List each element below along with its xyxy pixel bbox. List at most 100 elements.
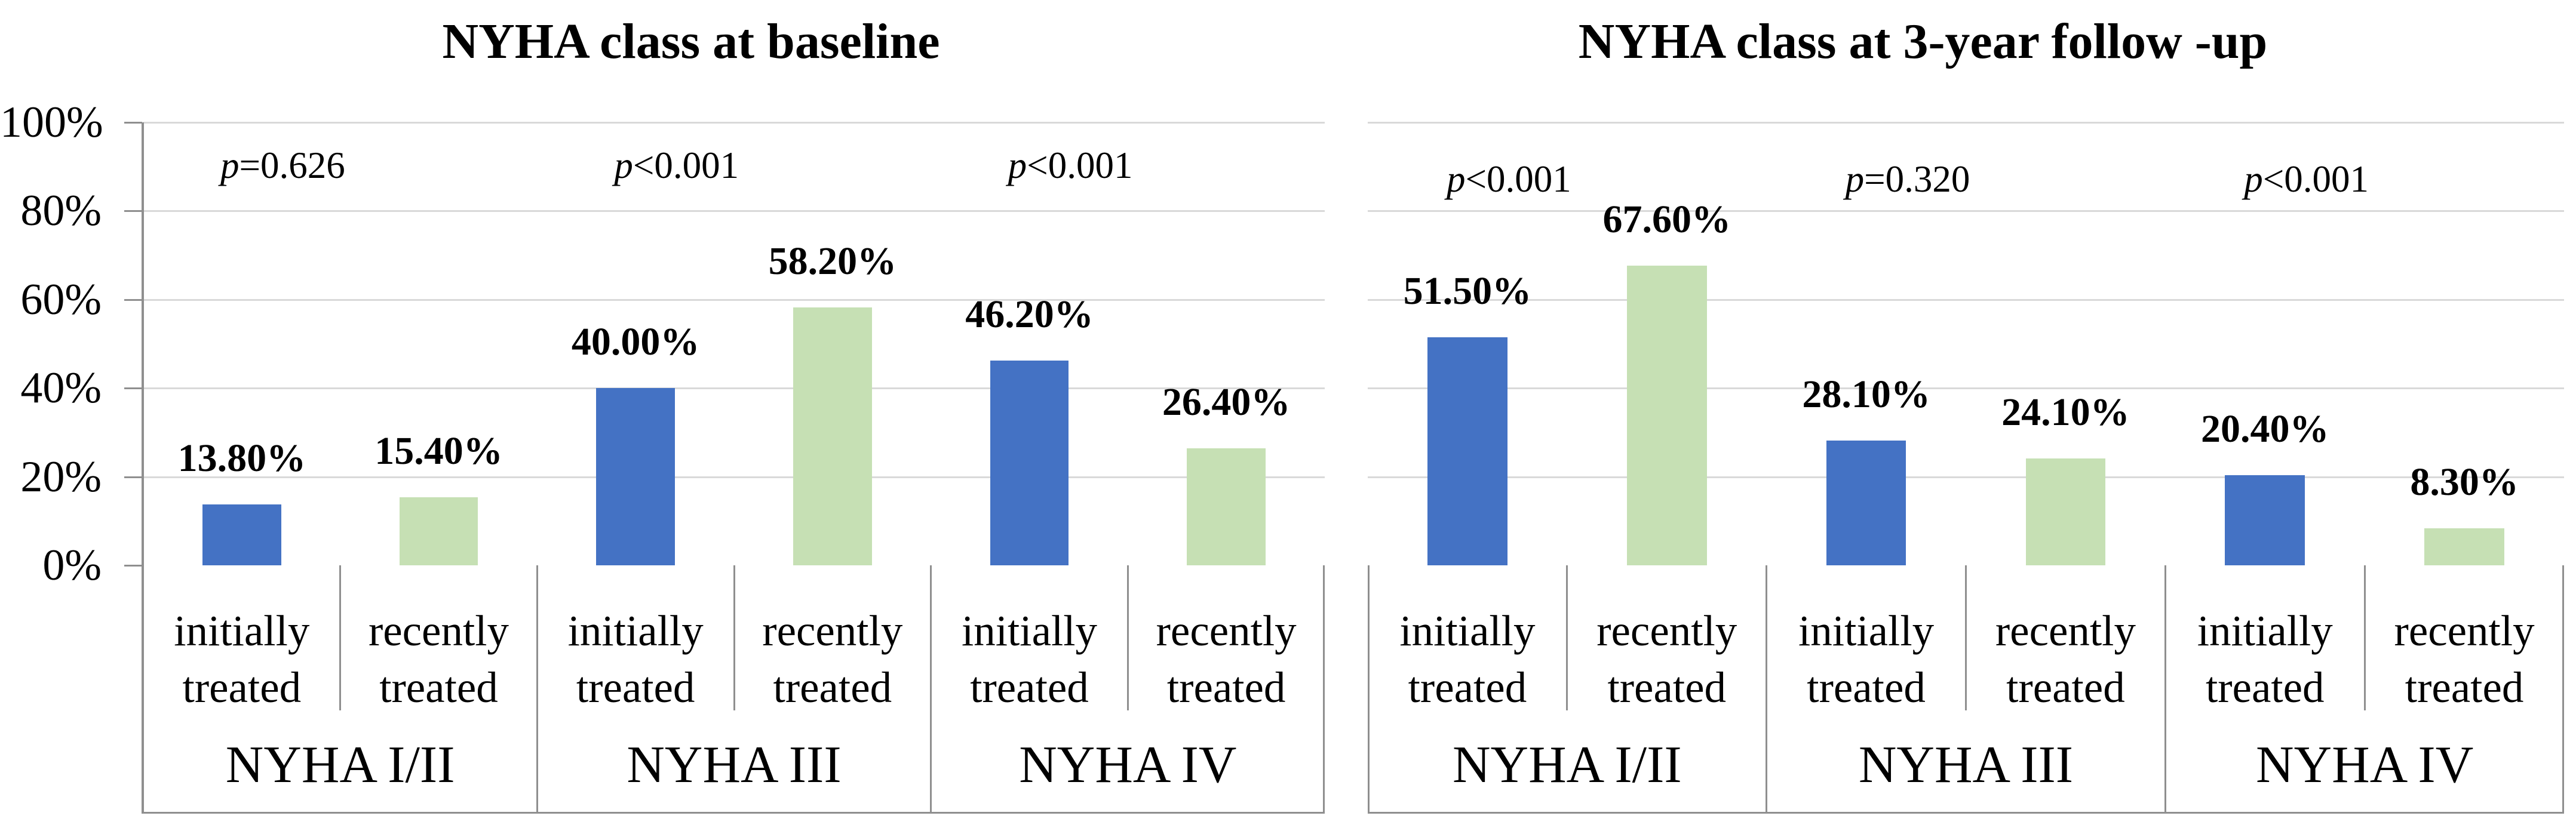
category-bottom-line <box>1368 812 2564 814</box>
subcategory-label: initially treated <box>931 565 1128 712</box>
gridline <box>143 210 1325 213</box>
gridline <box>1368 210 2564 213</box>
gridline <box>1368 298 2564 301</box>
value-label: 51.50% <box>1403 269 1532 313</box>
p-value-label: p=0.320 <box>1846 161 1970 198</box>
subcategory-label: initially treated <box>1368 565 1567 712</box>
p-value-label: p=0.626 <box>220 147 345 184</box>
bar-initially-treated <box>202 504 281 565</box>
p-value-text: <0.001 <box>1465 158 1571 200</box>
p-value-text: <0.001 <box>633 144 739 186</box>
group-separator <box>2164 565 2166 814</box>
p-symbol: p <box>1008 144 1027 186</box>
subcategory-label-line: recently <box>1156 607 1297 655</box>
p-value-text: =0.320 <box>1864 158 1970 200</box>
subcategory-label-line: treated <box>1807 663 1926 712</box>
category-right-edge <box>2562 565 2564 814</box>
value-label: 24.10% <box>2001 390 2130 435</box>
subcategory-label-line: treated <box>1607 663 1727 712</box>
category-bottom-line <box>143 812 1325 814</box>
value-label: 28.10% <box>1802 373 1930 417</box>
subcategory-separator <box>1965 565 1967 710</box>
value-label: 58.20% <box>768 239 897 284</box>
bar-initially-treated <box>1826 441 1906 565</box>
y-axis-tick <box>124 565 142 567</box>
bar-recently-treated <box>1626 266 1707 565</box>
subcategory-separator <box>2363 565 2366 710</box>
subcategory-label-line: treated <box>379 663 498 712</box>
group-label: NYHA III <box>627 736 842 794</box>
value-label: 67.60% <box>1602 198 1731 242</box>
category-left-edge <box>1368 565 1370 814</box>
subcategory-label-line: recently <box>1995 607 2136 655</box>
group-label: NYHA I/II <box>1452 736 1682 794</box>
subcategory-label: recently treated <box>734 565 931 712</box>
subcategory-label: initially treated <box>1767 565 1966 712</box>
value-label: 15.40% <box>374 429 503 473</box>
bar-initially-treated <box>990 361 1069 565</box>
chart-title: NYHA class at 3-year follow -up <box>1578 14 2268 69</box>
subcategory-separator <box>1566 565 1568 710</box>
y-axis-label: 0% <box>42 541 102 590</box>
gridline <box>1368 476 2564 478</box>
subcategory-label-line: treated <box>2205 663 2325 712</box>
subcategory-label: recently treated <box>340 565 538 712</box>
y-axis-label: 80% <box>20 186 102 236</box>
subcategory-separator <box>1126 565 1129 710</box>
subcategory-label-line: treated <box>773 663 892 712</box>
gridline <box>1368 387 2564 390</box>
group-label: NYHA III <box>1858 736 2074 794</box>
p-value-label: p<0.001 <box>1008 147 1133 184</box>
subcategory-label-line: initially <box>961 607 1098 655</box>
subcategory-label-line: treated <box>970 663 1089 712</box>
value-label: 20.40% <box>2201 407 2329 451</box>
subcategory-label-line: initially <box>1399 607 1536 655</box>
p-symbol: p <box>2244 158 2263 200</box>
value-label: 46.20% <box>965 293 1094 337</box>
subcategory-label-line: recently <box>1596 607 1737 655</box>
subcategory-label-line: recently <box>2394 607 2535 655</box>
subcategory-label: recently treated <box>2365 565 2564 712</box>
p-value-label: p<0.001 <box>1447 161 1571 198</box>
subcategory-label-line: initially <box>1798 607 1935 655</box>
value-label: 8.30% <box>2410 460 2519 504</box>
subcategory-label-line: initially <box>2197 607 2333 655</box>
subcategory-label-line: initially <box>567 607 704 655</box>
group-separator <box>1766 565 1768 814</box>
y-axis-label: 20% <box>20 452 102 501</box>
subcategory-label: initially treated <box>537 565 734 712</box>
p-symbol: p <box>614 144 633 186</box>
p-symbol: p <box>1845 158 1865 200</box>
subcategory-label-line: initially <box>174 607 310 655</box>
p-value-text: <0.001 <box>1027 144 1133 186</box>
y-axis-tick <box>124 476 142 478</box>
subcategory-label-line: recently <box>762 607 903 655</box>
subcategory-label-line: treated <box>182 663 302 712</box>
category-right-edge <box>1323 565 1325 814</box>
bar-initially-treated <box>2225 475 2305 565</box>
subcategory-label-line: recently <box>368 607 509 655</box>
group-label: NYHA IV <box>1019 736 1237 794</box>
subcategory-separator <box>339 565 342 710</box>
group-separator <box>536 565 538 814</box>
y-axis-tick <box>124 122 142 124</box>
y-axis-label: 40% <box>20 364 102 413</box>
p-symbol: p <box>1446 158 1466 200</box>
bar-recently-treated <box>793 307 872 565</box>
p-symbol: p <box>220 144 240 186</box>
subcategory-label-line: treated <box>1408 663 1527 712</box>
subcategory-label: recently treated <box>1128 565 1325 712</box>
group-separator <box>930 565 932 814</box>
gridline <box>143 298 1325 301</box>
subcategory-label-line: treated <box>2405 663 2524 712</box>
bar-recently-treated <box>2025 458 2106 565</box>
gridline <box>143 476 1325 478</box>
p-value-label: p<0.001 <box>614 147 739 184</box>
p-value-text: <0.001 <box>2262 158 2369 200</box>
bar-recently-treated <box>399 497 478 565</box>
y-axis-tick <box>124 387 142 390</box>
y-axis-label: 100% <box>0 98 103 147</box>
